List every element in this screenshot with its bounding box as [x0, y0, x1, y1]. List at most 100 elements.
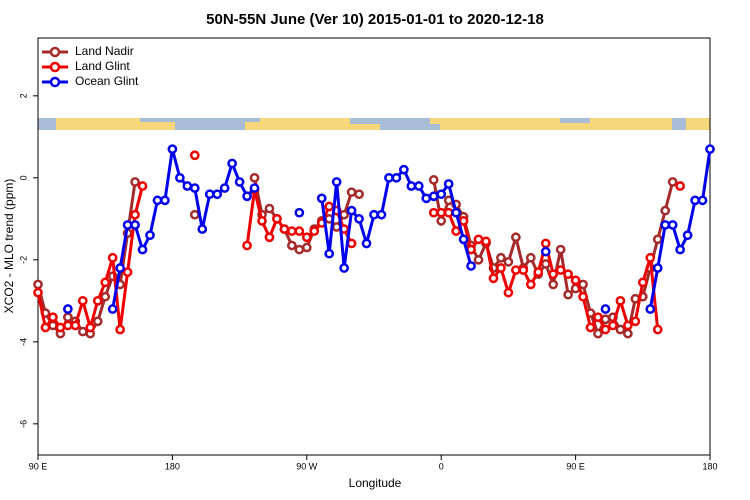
- data-point: [85, 322, 96, 333]
- legend-label: Land Glint: [75, 59, 130, 73]
- data-point: [555, 265, 566, 275]
- legend-label: Land Nadir: [75, 44, 134, 58]
- data-point: [548, 279, 559, 290]
- data-point: [55, 322, 66, 333]
- data-point: [593, 312, 603, 323]
- data-point: [33, 287, 43, 298]
- data-point: [48, 312, 58, 323]
- data-point: [257, 216, 267, 226]
- data-point: [705, 144, 715, 154]
- data-point: [301, 242, 312, 253]
- data-point: [496, 263, 506, 273]
- data-point: [608, 320, 618, 331]
- data-point: [436, 216, 447, 226]
- data-point: [503, 257, 514, 267]
- data-point: [660, 220, 671, 230]
- data-point: [645, 304, 656, 314]
- data-point: [570, 275, 581, 286]
- data-point: [189, 150, 200, 161]
- data-point: [115, 324, 125, 335]
- data-point: [451, 207, 461, 218]
- data-point: [204, 189, 215, 200]
- data-point: [600, 314, 611, 325]
- data-point: [316, 193, 327, 204]
- data-point: [488, 273, 499, 284]
- data-point: [339, 263, 349, 273]
- data-point: [40, 322, 51, 333]
- data-point: [272, 213, 282, 224]
- data-point: [287, 240, 297, 251]
- data-point: [63, 304, 73, 314]
- data-point: [63, 320, 73, 331]
- data-point: [675, 181, 685, 191]
- data-point: [346, 205, 357, 216]
- data-point: [92, 295, 103, 306]
- data-point: [548, 269, 559, 280]
- data-point: [473, 254, 484, 265]
- data-point: [578, 291, 588, 302]
- data-point: [391, 172, 402, 183]
- data-point: [615, 295, 626, 306]
- data-point: [100, 277, 111, 288]
- data-point: [77, 295, 88, 306]
- x-tick-label: 180: [165, 461, 180, 471]
- data-point: [294, 207, 305, 218]
- data-point: [197, 224, 208, 234]
- data-point: [242, 240, 252, 251]
- y-tick-label: -6: [18, 420, 28, 428]
- data-point: [525, 252, 536, 263]
- y-axis-label: XCO2 - MLO trend (ppm): [2, 179, 16, 314]
- data-point: [421, 193, 432, 204]
- data-point: [540, 238, 551, 249]
- legend-marker: [49, 76, 61, 88]
- data-point: [384, 172, 394, 183]
- data-point: [473, 234, 484, 245]
- data-point: [660, 205, 671, 216]
- data-point: [443, 179, 454, 189]
- x-axis-label: Longitude: [349, 476, 402, 490]
- data-point: [63, 312, 73, 323]
- data-point: [443, 207, 454, 218]
- data-point: [294, 244, 305, 255]
- data-point: [152, 195, 163, 206]
- data-point: [92, 316, 103, 327]
- data-point: [563, 269, 573, 280]
- data-point: [682, 230, 693, 241]
- legend-marker: [49, 61, 61, 73]
- data-point: [458, 234, 469, 245]
- data-point: [130, 177, 140, 187]
- data-point: [667, 177, 678, 187]
- data-point: [175, 172, 185, 183]
- legend-label: Ocean Glint: [75, 74, 139, 88]
- data-point: [212, 189, 223, 200]
- y-tick-label: 0: [18, 175, 28, 180]
- data-point: [428, 175, 439, 185]
- data-point: [690, 195, 700, 206]
- data-point: [339, 209, 349, 220]
- data-point: [376, 209, 387, 220]
- data-point: [667, 220, 678, 230]
- data-point: [369, 209, 379, 220]
- data-point: [518, 265, 529, 275]
- data-point: [100, 291, 111, 302]
- data-point: [481, 236, 491, 247]
- data-point: [77, 326, 88, 337]
- series-line: [36, 177, 675, 338]
- data-point: [540, 246, 551, 257]
- data-point: [346, 187, 357, 198]
- data-point: [242, 191, 252, 202]
- data-point: [107, 304, 118, 314]
- data-point: [287, 226, 297, 236]
- data-point: [466, 261, 476, 271]
- data-point: [428, 207, 439, 218]
- data-point: [600, 304, 611, 314]
- data-point: [227, 158, 237, 169]
- data-point: [145, 230, 155, 241]
- data-point: [301, 232, 312, 243]
- data-point: [361, 238, 372, 249]
- chart-title: 50N-55N June (Ver 10) 2015-01-01 to 2020…: [206, 11, 544, 28]
- data-point: [264, 232, 275, 243]
- data-point: [33, 279, 43, 290]
- data-point: [436, 189, 447, 200]
